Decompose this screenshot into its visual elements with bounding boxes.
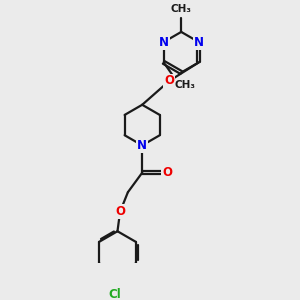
- Text: CH₃: CH₃: [175, 80, 196, 90]
- Text: O: O: [115, 205, 125, 218]
- Text: O: O: [162, 166, 172, 179]
- Text: N: N: [194, 36, 204, 49]
- Text: CH₃: CH₃: [171, 4, 192, 14]
- Text: Cl: Cl: [108, 288, 121, 300]
- Text: N: N: [159, 36, 169, 49]
- Text: N: N: [137, 139, 147, 152]
- Text: O: O: [164, 74, 174, 88]
